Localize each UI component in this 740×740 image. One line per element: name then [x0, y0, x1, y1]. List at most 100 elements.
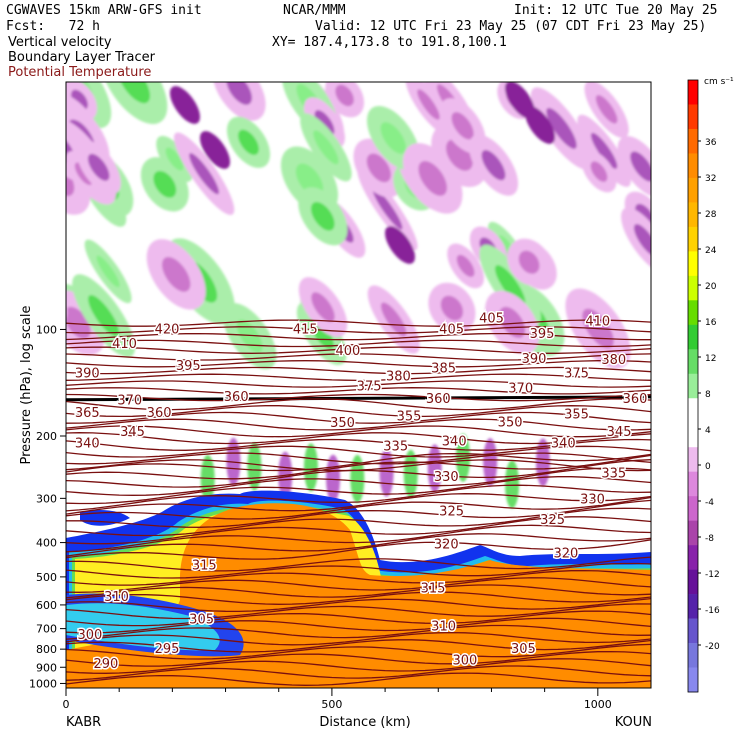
updraft-cell-core — [17, 161, 43, 190]
theta-contour — [66, 332, 651, 341]
colorbar-label: 0 — [705, 462, 711, 472]
theta-contour — [66, 584, 651, 599]
updraft-cell-core — [153, 170, 177, 198]
colorbar-swatch — [688, 643, 698, 668]
updraft-cell — [3, 146, 58, 205]
theta-label: 330 — [580, 492, 605, 507]
theta-label: 405 — [439, 322, 464, 337]
x-tick-label: 0 — [63, 698, 70, 711]
theta-label: 360 — [426, 392, 451, 407]
theta-contour — [66, 467, 651, 496]
theta-contour — [66, 496, 651, 520]
strong-downdraft-core — [384, 226, 416, 264]
theta-contour — [66, 459, 651, 488]
theta-contour — [66, 672, 651, 686]
theta-contour — [66, 569, 651, 586]
downdraft-cell — [304, 97, 345, 149]
downdraft-cell — [325, 82, 365, 118]
theta-contour — [66, 533, 651, 557]
colorbar-swatch — [688, 545, 698, 570]
theta-label: 335 — [601, 466, 626, 481]
theta-label: 370 — [508, 382, 533, 397]
downdraft-cell — [428, 282, 476, 334]
colorbar-label: 36 — [705, 138, 717, 148]
theta-label: 340 — [551, 437, 576, 452]
theta-label: 395 — [530, 327, 555, 342]
theta-contour — [66, 425, 651, 438]
colorbar-label: 8 — [705, 390, 711, 400]
theta-contour — [66, 373, 651, 382]
colorbar-swatch — [688, 447, 698, 472]
theta-label: 345 — [607, 425, 632, 440]
theta-contour — [66, 360, 651, 368]
theta-label: 390 — [75, 366, 100, 381]
theta-label: 330 — [434, 470, 459, 485]
y-tick-label: 600 — [36, 599, 57, 612]
init-time: Init: 12 UTC Tue 20 May 25 — [514, 3, 718, 18]
field-vertical-velocity: Vertical velocity — [8, 35, 112, 50]
updraft-cell-core — [309, 317, 334, 350]
x-tick-label: 1000 — [584, 698, 612, 711]
mid-level-updraft — [303, 443, 318, 492]
x-tick-label: 500 — [321, 698, 342, 711]
y-tick-label: 400 — [36, 537, 57, 550]
colorbar-units: cm s⁻¹ — [704, 77, 734, 87]
model-title: CGWAVES 15km ARW-GFS init — [6, 3, 202, 18]
colorbar-label: 4 — [705, 426, 711, 436]
downdraft-cell-core — [15, 260, 48, 297]
theta-label: 415 — [293, 322, 318, 337]
mid-level-updraft — [456, 433, 471, 482]
colorbar-swatch — [688, 569, 698, 595]
colorbar-swatch — [688, 128, 698, 154]
strong-downdraft-core — [199, 131, 231, 169]
y-tick-label: 500 — [36, 571, 57, 584]
theta-contour — [66, 499, 651, 528]
downdraft-cell-core — [546, 107, 577, 149]
downdraft-cell — [530, 87, 593, 170]
updraft-cell-core — [311, 201, 335, 231]
y-tick-label: 900 — [36, 661, 57, 674]
updraft-cell — [100, 82, 168, 125]
downdraft-cell-core — [440, 295, 464, 321]
colorbar-swatch — [688, 324, 698, 350]
theta-contour — [66, 411, 651, 424]
theta-label: 360 — [147, 406, 172, 421]
colorbar-frame — [687, 79, 699, 693]
theta-label: 380 — [601, 353, 626, 368]
theta-contour — [66, 319, 651, 327]
downdraft-cell — [577, 114, 631, 187]
theta-label: 410 — [585, 315, 610, 330]
theta-contour — [66, 643, 651, 660]
downdraft-cell — [66, 150, 102, 197]
y-tick-label: 1000 — [29, 677, 57, 690]
downdraft-cell-core — [633, 224, 651, 257]
x-axis-label: Distance (km) — [319, 715, 410, 730]
downdraft-cell-core — [456, 254, 475, 277]
updraft-cell — [156, 135, 193, 183]
colorbar-swatch — [688, 80, 698, 105]
theta-contour — [66, 380, 651, 388]
updraft-cell-core — [236, 319, 263, 353]
theta-contour — [66, 577, 651, 593]
theta-label: 290 — [93, 657, 118, 672]
field-boundary-layer-tracer: Boundary Layer Tracer — [8, 50, 155, 65]
theta-contour — [66, 639, 651, 653]
colorbar-label: 28 — [705, 210, 717, 220]
theta-label: 340 — [442, 434, 467, 449]
downdraft-cell — [0, 170, 58, 248]
downdraft-cell-core — [314, 110, 335, 136]
theta-label: 380 — [386, 370, 411, 385]
colorbar-label: -12 — [705, 570, 720, 580]
downdraft-cell — [485, 290, 540, 354]
theta-contour — [66, 665, 651, 681]
y-tick-label: 700 — [36, 623, 57, 636]
downdraft-cell-core — [11, 189, 42, 227]
colorbar-swatch — [688, 471, 698, 497]
downdraft-cell — [468, 134, 519, 196]
colorbar-swatch — [688, 251, 698, 277]
theta-label: 305 — [189, 613, 214, 628]
theta-contour — [66, 398, 651, 411]
colorbar-swatch — [688, 177, 698, 203]
theta-contour — [66, 418, 651, 431]
updraft-cell-outer — [3, 146, 58, 205]
